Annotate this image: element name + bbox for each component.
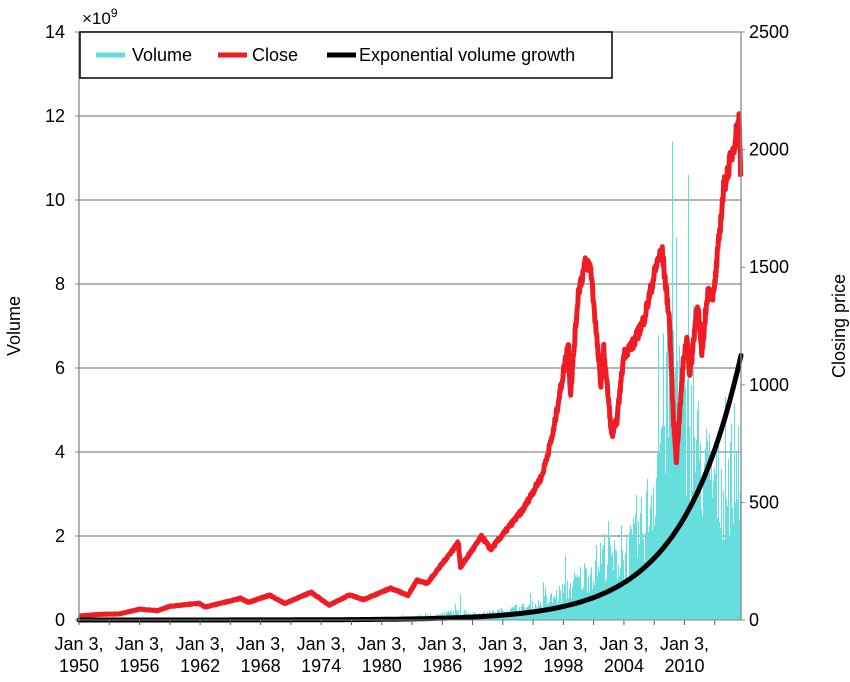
- x-tick-label: 1968: [241, 656, 281, 676]
- x-tick-label: Jan 3,: [357, 634, 406, 654]
- y-tick-label-left: 10: [45, 190, 65, 210]
- y-tick-label-right: 0: [749, 610, 759, 630]
- volume-bars: [78, 141, 742, 620]
- x-tick-label: Jan 3,: [660, 634, 709, 654]
- left-multiplier: ×109: [82, 6, 118, 28]
- x-tick-label: 1950: [59, 656, 99, 676]
- legend: Volume Close Exponential volume growth: [79, 31, 613, 79]
- y-tick-label-left: 14: [45, 22, 65, 42]
- y-tick-label-right: 2500: [749, 22, 789, 42]
- y-axis-left-label: Volume: [4, 296, 24, 356]
- y-tick-label-right: 1500: [749, 257, 789, 277]
- x-tick-label: 1956: [120, 656, 160, 676]
- y-tick-label-right: 1000: [749, 375, 789, 395]
- x-tick-label: Jan 3,: [478, 634, 527, 654]
- x-tick-label: Jan 3,: [115, 634, 164, 654]
- y-tick-label-left: 4: [55, 442, 65, 462]
- legend-label-close: Close: [252, 45, 298, 65]
- x-tick-label: Jan 3,: [54, 634, 103, 654]
- y-tick-label-right: 2000: [749, 140, 789, 160]
- x-tick-label: 1998: [543, 656, 583, 676]
- x-tick-label: Jan 3,: [539, 634, 588, 654]
- x-tick-label: 2010: [664, 656, 704, 676]
- x-tick-label: Jan 3,: [418, 634, 467, 654]
- y-axis-right-label: Closing price: [829, 274, 849, 378]
- x-tick-label: Jan 3,: [176, 634, 225, 654]
- x-tick-label: 1980: [362, 656, 402, 676]
- close-line: [76, 111, 744, 619]
- y-tick-label-right: 500: [749, 492, 779, 512]
- y-tick-label-left: 0: [55, 610, 65, 630]
- x-tick-label: Jan 3,: [599, 634, 648, 654]
- gridlines: [79, 31, 741, 537]
- x-tick-label: 1986: [422, 656, 462, 676]
- x-tick-label: Jan 3,: [236, 634, 285, 654]
- x-tick-label: 1992: [483, 656, 523, 676]
- x-tick-label: 2004: [604, 656, 644, 676]
- y-tick-label-left: 2: [55, 526, 65, 546]
- y-tick-label-left: 8: [55, 274, 65, 294]
- x-tick-label: 1962: [180, 656, 220, 676]
- x-tick-label: 1974: [301, 656, 341, 676]
- y-tick-label-left: 12: [45, 106, 65, 126]
- legend-label-exp: Exponential volume growth: [359, 45, 575, 65]
- legend-label-volume: Volume: [132, 45, 192, 65]
- x-tick-label: Jan 3,: [297, 634, 346, 654]
- y-tick-label-left: 6: [55, 358, 65, 378]
